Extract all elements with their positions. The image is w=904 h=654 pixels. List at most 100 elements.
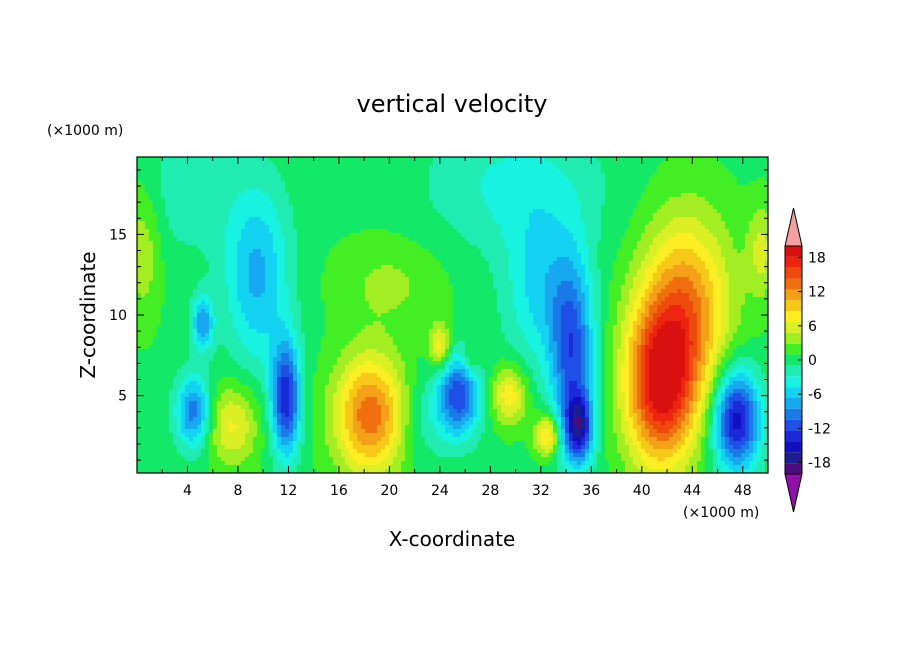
contour-cell bbox=[537, 197, 542, 202]
contour-cell bbox=[717, 257, 722, 262]
contour-cell bbox=[757, 221, 762, 226]
contour-cell bbox=[541, 193, 546, 198]
contour-cell bbox=[689, 261, 694, 266]
contour-cell bbox=[361, 165, 366, 170]
contour-cell bbox=[273, 177, 278, 182]
contour-cell bbox=[197, 181, 202, 186]
contour-cell bbox=[749, 173, 754, 178]
contour-cell bbox=[165, 217, 170, 222]
contour-cell bbox=[249, 201, 254, 206]
contour-cell bbox=[433, 197, 438, 202]
contour-cell bbox=[609, 205, 614, 210]
contour-cell bbox=[709, 249, 714, 254]
contour-cell bbox=[449, 245, 454, 250]
contour-cell bbox=[397, 205, 402, 210]
contour-cell bbox=[297, 237, 302, 242]
contour-cell bbox=[257, 213, 262, 218]
contour-cell bbox=[253, 201, 258, 206]
contour-cell bbox=[237, 193, 242, 198]
contour-cell bbox=[441, 265, 446, 270]
contour-cell bbox=[449, 281, 454, 286]
contour-cell bbox=[501, 177, 506, 182]
contour-cell bbox=[233, 265, 238, 270]
contour-cell bbox=[477, 265, 482, 270]
contour-cell bbox=[341, 189, 346, 194]
contour-cell bbox=[369, 221, 374, 226]
contour-cell bbox=[365, 209, 370, 214]
contour-cell bbox=[609, 253, 614, 258]
contour-cell bbox=[537, 165, 542, 170]
contour-cell bbox=[337, 265, 342, 270]
contour-cell bbox=[685, 189, 690, 194]
contour-cell bbox=[445, 201, 450, 206]
contour-cell bbox=[453, 233, 458, 238]
contour-cell bbox=[149, 261, 154, 266]
contour-cell bbox=[473, 217, 478, 222]
contour-cell bbox=[349, 277, 354, 282]
contour-cell bbox=[713, 277, 718, 282]
contour-cell bbox=[417, 273, 422, 278]
contour-cell bbox=[345, 209, 350, 214]
contour-cell bbox=[705, 261, 710, 266]
contour-cell bbox=[153, 201, 158, 206]
contour-cell bbox=[189, 213, 194, 218]
contour-cell bbox=[369, 237, 374, 242]
contour-cell bbox=[565, 213, 570, 218]
contour-cell bbox=[317, 189, 322, 194]
contour-cell bbox=[553, 269, 558, 274]
contour-cell bbox=[421, 181, 426, 186]
contour-cell bbox=[697, 221, 702, 226]
contour-cell bbox=[549, 265, 554, 270]
contour-cell bbox=[353, 249, 358, 254]
contour-cell bbox=[401, 277, 406, 282]
contour-cell bbox=[397, 257, 402, 262]
contour-cell bbox=[665, 269, 670, 274]
contour-cell bbox=[465, 177, 470, 182]
contour-cell bbox=[697, 189, 702, 194]
contour-cell bbox=[377, 225, 382, 230]
contour-cell bbox=[729, 261, 734, 266]
contour-cell bbox=[385, 161, 390, 166]
contour-cell bbox=[361, 257, 366, 262]
contour-cell bbox=[193, 217, 198, 222]
contour-cell bbox=[601, 189, 606, 194]
contour-cell bbox=[737, 165, 742, 170]
contour-cell bbox=[349, 181, 354, 186]
contour-cell bbox=[729, 213, 734, 218]
contour-cell bbox=[529, 165, 534, 170]
contour-cell bbox=[209, 169, 214, 174]
contour-cell bbox=[385, 273, 390, 278]
contour-cell bbox=[537, 177, 542, 182]
contour-cell bbox=[173, 161, 178, 166]
contour-cell bbox=[729, 237, 734, 242]
contour-cell bbox=[373, 189, 378, 194]
contour-cell bbox=[313, 245, 318, 250]
contour-cell bbox=[749, 265, 754, 270]
contour-cell bbox=[509, 265, 514, 270]
contour-cell bbox=[633, 245, 638, 250]
contour-cell bbox=[225, 229, 230, 234]
contour-cell bbox=[501, 253, 506, 258]
contour-cell bbox=[661, 249, 666, 254]
contour-cell bbox=[589, 185, 594, 190]
contour-cell bbox=[145, 273, 150, 278]
contour-cell bbox=[453, 237, 458, 242]
contour-cell bbox=[605, 181, 610, 186]
contour-cell bbox=[553, 193, 558, 198]
contour-cell bbox=[561, 157, 566, 162]
contour-cell bbox=[597, 245, 602, 250]
contour-cell bbox=[137, 269, 142, 274]
contour-cell bbox=[329, 197, 334, 202]
contour-cell bbox=[297, 261, 302, 266]
contour-cell bbox=[233, 193, 238, 198]
contour-cell bbox=[469, 245, 474, 250]
contour-cell bbox=[633, 177, 638, 182]
contour-cell bbox=[701, 177, 706, 182]
contour-cell bbox=[361, 177, 366, 182]
contour-cell bbox=[689, 225, 694, 230]
contour-cell bbox=[737, 265, 742, 270]
contour-cell bbox=[637, 185, 642, 190]
contour-cell bbox=[265, 165, 270, 170]
contour-cell bbox=[149, 197, 154, 202]
contour-cell bbox=[305, 161, 310, 166]
